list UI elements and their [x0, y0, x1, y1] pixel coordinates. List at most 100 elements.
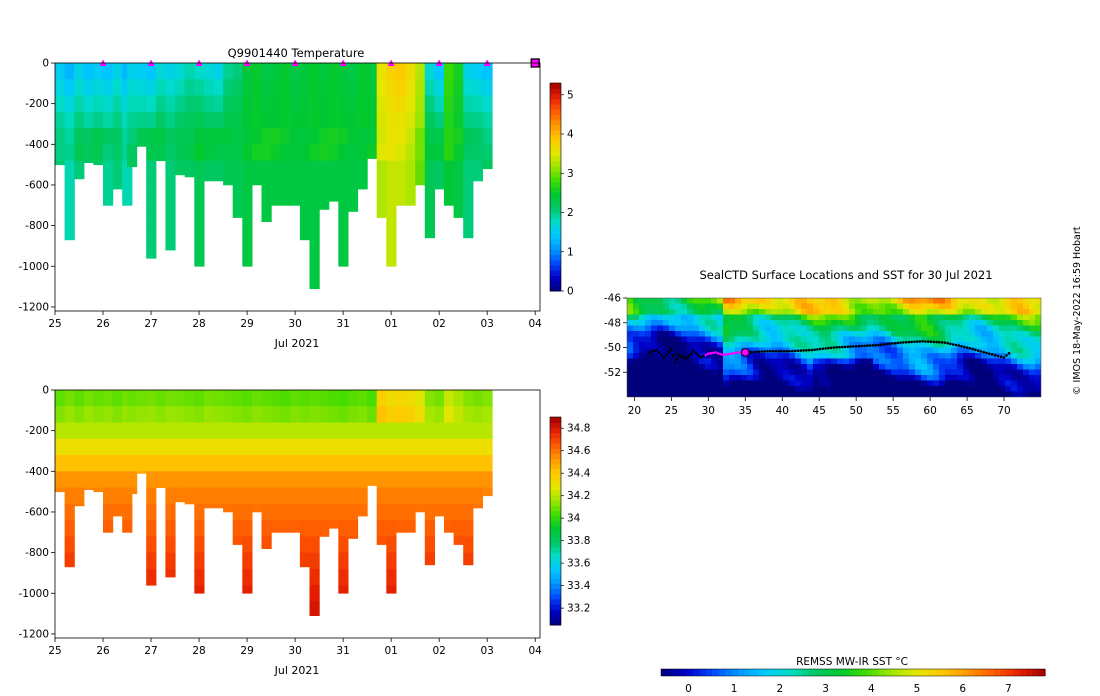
- temp-cell: [309, 258, 320, 275]
- temp-cell: [242, 111, 253, 129]
- sst-cell: [939, 325, 946, 332]
- temp-cell: [405, 111, 416, 129]
- temp-cell: [453, 209, 464, 218]
- sst-cell: [843, 325, 850, 332]
- temp-cell: [386, 128, 397, 145]
- temp-cell: [55, 63, 66, 80]
- sst-cell: [681, 298, 688, 304]
- sal-cell: [472, 471, 483, 488]
- track-point: [999, 355, 1003, 359]
- sst-cell: [801, 325, 808, 332]
- sst-cell: [741, 309, 748, 315]
- sst-cell: [1011, 369, 1018, 376]
- sst-cell: [897, 314, 904, 321]
- sst-cell: [783, 391, 790, 397]
- sst-cell: [813, 331, 820, 337]
- sst-cell: [669, 380, 676, 387]
- sst-cell: [807, 391, 814, 397]
- sst-cell: [969, 375, 976, 381]
- sst-cell: [849, 353, 856, 359]
- sst-cell: [957, 347, 964, 354]
- colorbar-tick-label: 33.6: [567, 558, 591, 570]
- sst-cell: [699, 380, 706, 387]
- temp-cell: [203, 63, 215, 80]
- sst-colorbar-segment: [917, 669, 924, 676]
- sst-cell: [711, 303, 718, 310]
- temp-cell: [103, 144, 114, 161]
- sal-cell: [434, 438, 445, 456]
- sst-cell: [657, 298, 664, 304]
- sst-colorbar-tick-label: 7: [1005, 683, 1012, 695]
- sst-cell: [783, 353, 790, 359]
- sal-cell: [83, 455, 94, 472]
- x-tick-label: 29: [240, 645, 253, 657]
- temp-cell: [347, 111, 359, 129]
- track-point: [940, 341, 944, 344]
- sst-cell: [813, 347, 820, 354]
- sst-cell: [879, 375, 886, 381]
- sst-cell: [843, 303, 850, 310]
- sal-cell: [482, 471, 493, 488]
- sst-cell: [687, 342, 694, 348]
- track-point: [650, 350, 653, 353]
- sal-cell: [261, 422, 272, 440]
- sst-cell: [753, 391, 760, 397]
- map-y-tick-label: -46: [604, 293, 621, 305]
- temp-cell: [338, 258, 349, 267]
- sst-cell: [651, 369, 658, 376]
- colorbar-segment: [550, 228, 561, 235]
- map-y-tick-label: -50: [604, 342, 621, 354]
- sst-cell: [1011, 386, 1018, 392]
- sal-cell: [319, 520, 330, 537]
- sal-cell: [472, 406, 483, 423]
- temp-cell: [194, 144, 205, 161]
- sst-cell: [687, 375, 694, 381]
- temp-cell: [165, 63, 176, 80]
- sst-cell: [633, 353, 640, 359]
- sal-cell: [444, 390, 455, 407]
- sal-cell: [74, 487, 85, 505]
- sst-cell: [729, 336, 736, 343]
- sst-cell: [873, 309, 880, 315]
- temp-cell: [55, 95, 66, 113]
- sst-cell: [627, 391, 634, 397]
- sst-cell: [807, 303, 814, 310]
- temp-cell: [357, 79, 368, 96]
- temp-cell: [74, 111, 85, 129]
- sst-cell: [921, 303, 928, 310]
- sst-cell: [933, 375, 940, 381]
- sst-cell: [675, 380, 682, 387]
- sst-cell: [663, 375, 670, 381]
- temp-cell: [213, 144, 224, 161]
- temp-cell: [309, 225, 320, 243]
- temp-cell: [338, 176, 349, 194]
- sst-colorbar-segment: [942, 669, 950, 676]
- colorbar-frame: [549, 82, 562, 292]
- sst-cell: [891, 342, 898, 348]
- temp-cell: [338, 144, 349, 161]
- sst-cell: [1017, 358, 1024, 365]
- sst-cell: [909, 353, 916, 359]
- sst-colorbar-tick-label: 3: [822, 683, 829, 695]
- sst-cell: [891, 303, 898, 310]
- sst-cell: [975, 303, 982, 310]
- colorbar-segment: [550, 202, 561, 209]
- sst-cell: [1023, 342, 1030, 348]
- sal-cell: [280, 390, 291, 407]
- sst-cell: [831, 347, 838, 354]
- sst-colorbar-segment: [923, 669, 931, 676]
- sst-cell: [765, 303, 772, 310]
- sst-cell: [987, 309, 994, 315]
- sst-cell: [885, 353, 892, 359]
- track-point: [874, 343, 877, 347]
- sst-cell: [933, 336, 940, 343]
- sal-cell: [328, 520, 339, 529]
- sst-cell: [687, 386, 694, 392]
- sst-cell: [819, 331, 826, 337]
- temp-cell: [299, 79, 311, 96]
- sst-cell: [729, 358, 736, 365]
- sst-cell: [957, 336, 964, 343]
- temp-cell: [251, 95, 263, 113]
- temp-cell: [444, 193, 455, 206]
- temp-cell: [299, 63, 311, 80]
